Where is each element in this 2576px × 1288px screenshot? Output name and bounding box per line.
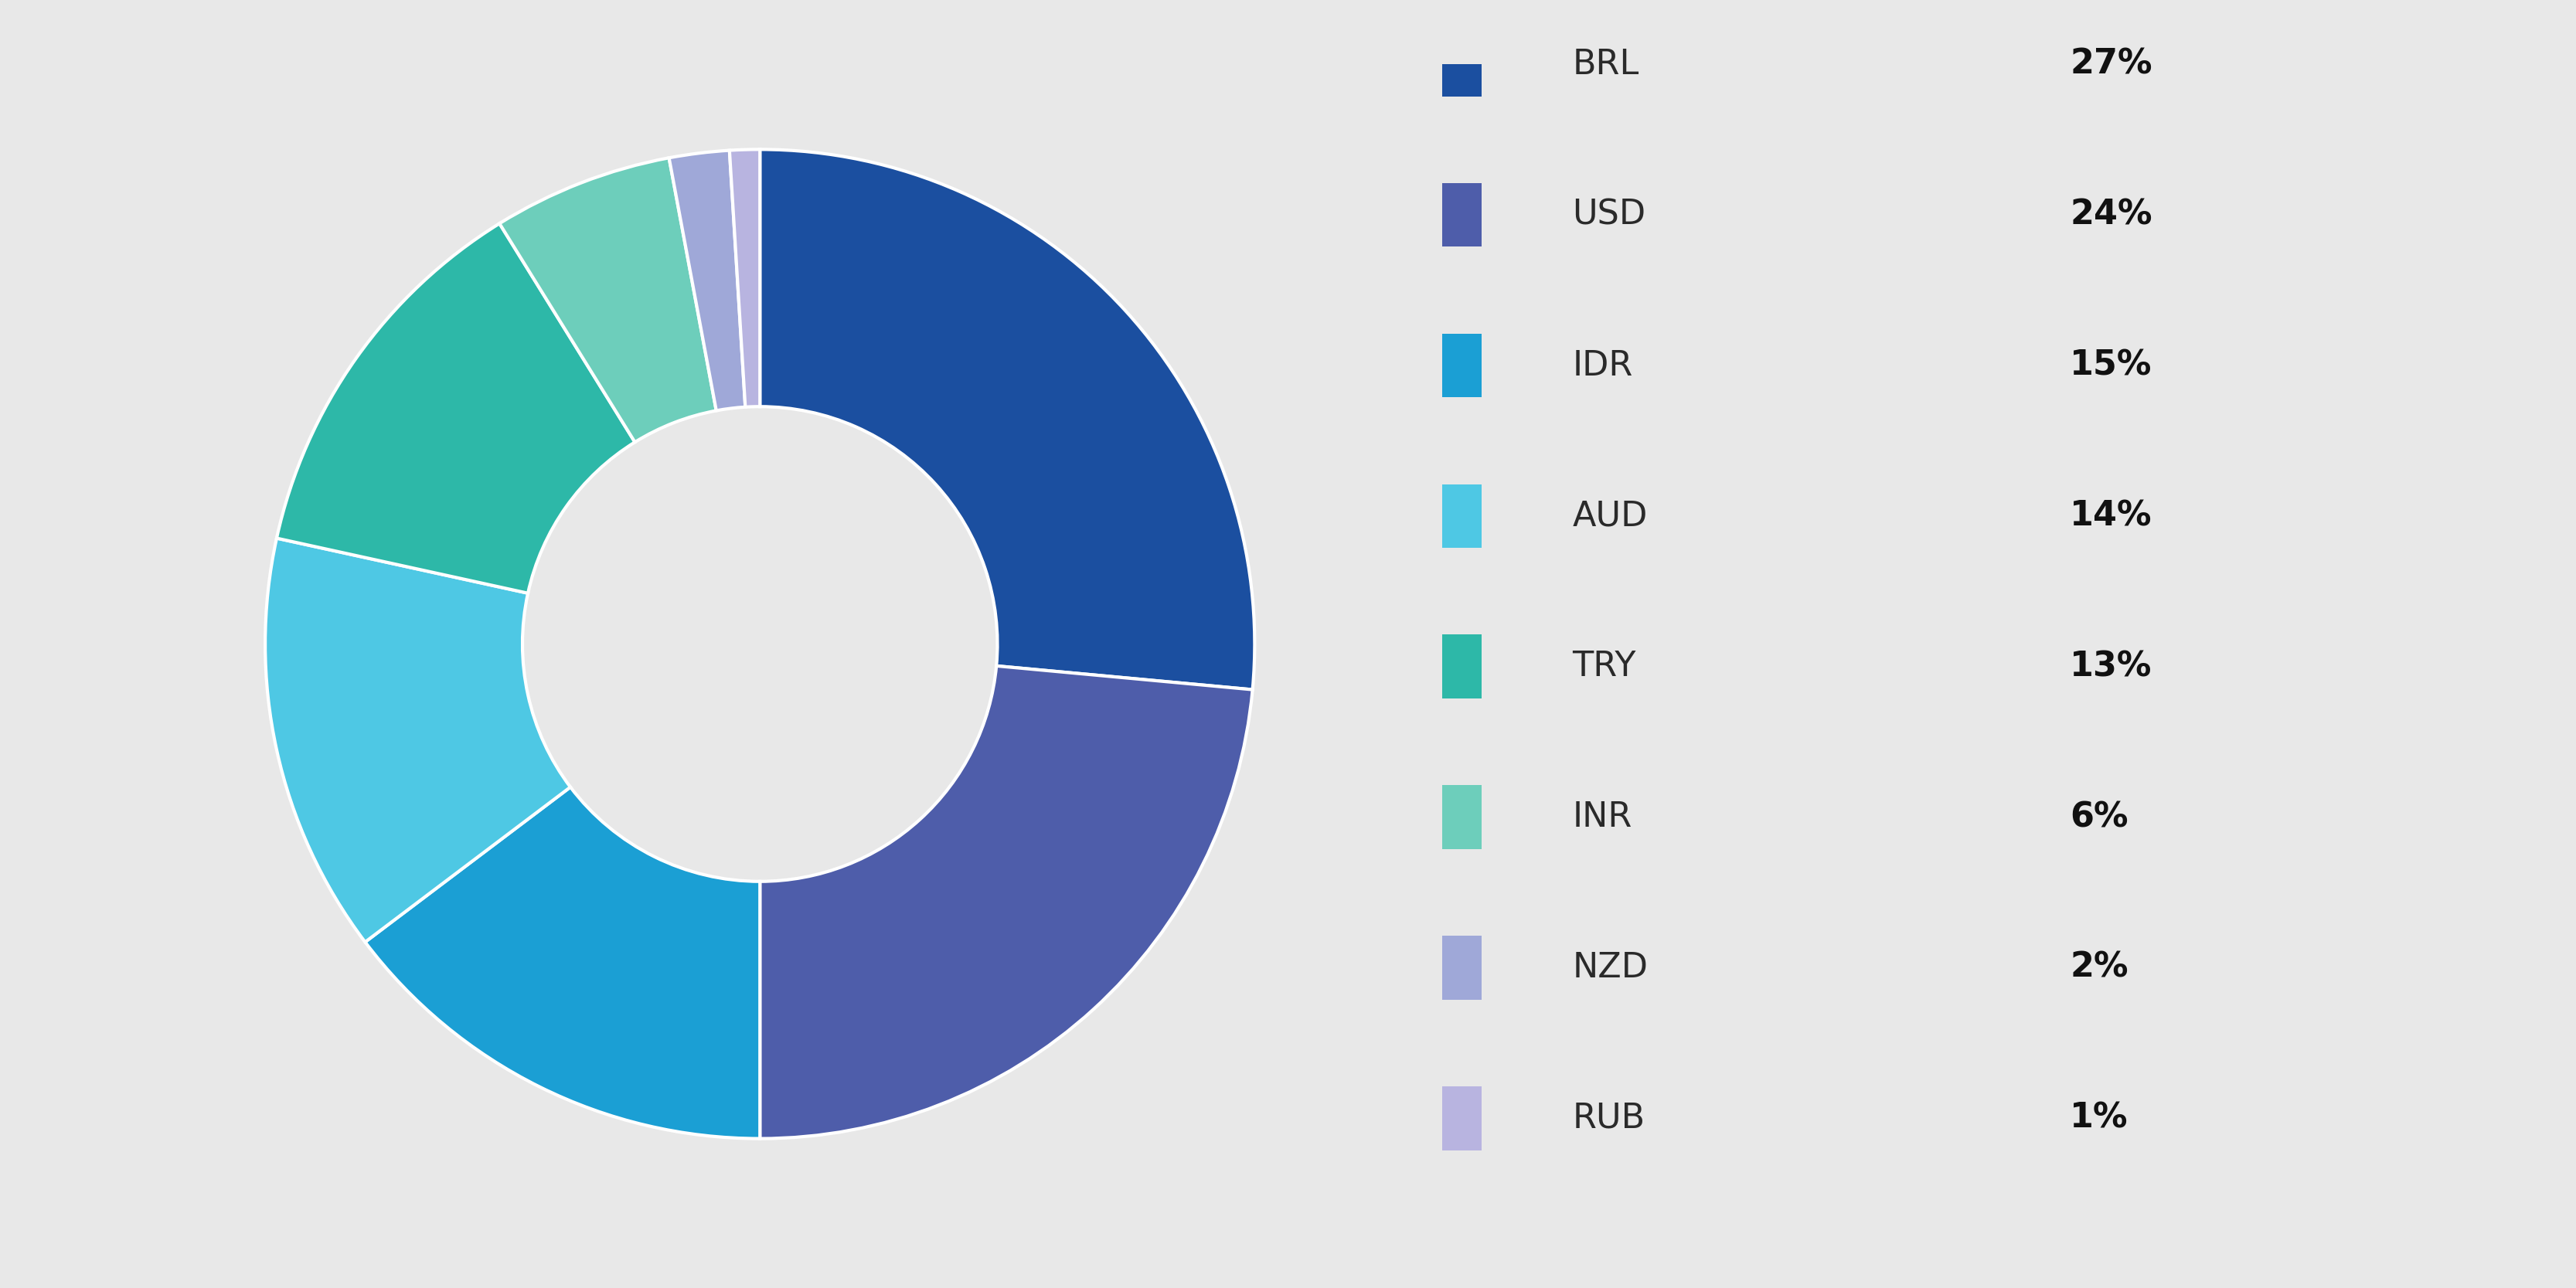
- Wedge shape: [276, 224, 634, 594]
- Wedge shape: [366, 787, 760, 1139]
- FancyBboxPatch shape: [1443, 786, 1481, 849]
- FancyBboxPatch shape: [1443, 936, 1481, 999]
- Text: BRL: BRL: [1571, 48, 1638, 81]
- Text: 1%: 1%: [2071, 1101, 2128, 1135]
- Text: 6%: 6%: [2071, 801, 2128, 833]
- Text: 14%: 14%: [2071, 500, 2154, 533]
- Wedge shape: [760, 149, 1255, 689]
- Text: IDR: IDR: [1571, 349, 1633, 383]
- FancyBboxPatch shape: [1443, 334, 1481, 398]
- Text: NZD: NZD: [1571, 951, 1649, 984]
- FancyBboxPatch shape: [1443, 484, 1481, 547]
- Wedge shape: [670, 151, 744, 411]
- Text: 15%: 15%: [2071, 349, 2154, 383]
- Wedge shape: [729, 149, 760, 407]
- Text: AUD: AUD: [1571, 500, 1649, 533]
- Wedge shape: [760, 666, 1252, 1139]
- Text: 24%: 24%: [2071, 198, 2154, 232]
- Text: USD: USD: [1571, 198, 1646, 232]
- FancyBboxPatch shape: [1443, 183, 1481, 247]
- FancyBboxPatch shape: [1443, 32, 1481, 97]
- FancyBboxPatch shape: [1443, 1086, 1481, 1150]
- Text: 13%: 13%: [2071, 650, 2154, 683]
- Text: TRY: TRY: [1571, 650, 1636, 683]
- FancyBboxPatch shape: [1443, 635, 1481, 698]
- Wedge shape: [500, 158, 716, 442]
- Wedge shape: [265, 538, 569, 942]
- Text: INR: INR: [1571, 801, 1633, 833]
- Text: 2%: 2%: [2071, 951, 2128, 984]
- Text: RUB: RUB: [1571, 1101, 1646, 1135]
- Text: 27%: 27%: [2071, 48, 2154, 81]
